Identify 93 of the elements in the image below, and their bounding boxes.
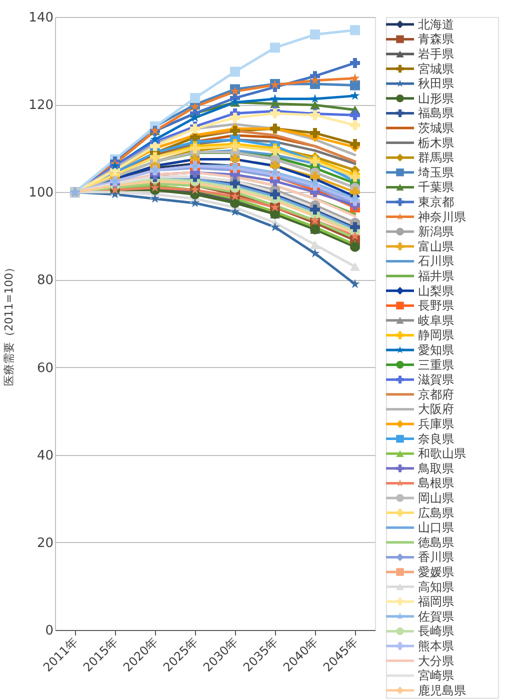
point [310, 75, 320, 85]
point [190, 124, 200, 134]
legend-label: 鹿児島県 [418, 683, 466, 698]
point [230, 112, 240, 123]
point [310, 128, 320, 138]
legend-label: 奈良県 [418, 432, 454, 446]
legend-label: 埼玉県 [417, 165, 454, 180]
legend-label: 広島県 [418, 506, 454, 520]
point [310, 240, 320, 250]
legend-label: 茨城県 [418, 121, 454, 135]
legend-label: 和歌山県 [418, 446, 466, 461]
legend-label: 愛知県 [418, 343, 454, 357]
legend-label: 山形県 [418, 91, 454, 106]
point [270, 167, 280, 176]
legend-label: 新潟県 [418, 224, 454, 239]
point [350, 120, 360, 130]
point [310, 30, 320, 40]
legend-label: 宮城県 [418, 62, 454, 76]
legend-label: 岡山県 [418, 491, 454, 505]
legend-label: 鳥取県 [417, 461, 454, 476]
legend-label: 佐賀県 [418, 609, 454, 624]
legend-label: 大分県 [418, 654, 454, 668]
point [350, 90, 360, 100]
point [350, 58, 360, 68]
legend-label: 島根県 [418, 476, 454, 490]
point [350, 25, 360, 36]
point [270, 42, 280, 53]
point [310, 248, 320, 258]
legend-label: 群馬県 [418, 150, 454, 165]
y-tick-label: 140 [28, 10, 54, 26]
point [270, 146, 280, 156]
legend-label: 三重県 [418, 358, 454, 372]
legend-label: 石川県 [418, 254, 454, 268]
point [150, 134, 160, 144]
legend-label: 熊本県 [418, 639, 454, 653]
legend-label: 神奈川県 [418, 210, 466, 224]
legend-label: 大阪府 [418, 402, 454, 416]
legend-label: 栃木県 [418, 136, 454, 150]
legend-label: 愛媛県 [418, 565, 454, 579]
point [150, 194, 160, 203]
point [350, 279, 360, 288]
y-axis-title: 医療需要（2011=100） [2, 262, 16, 386]
y-tick-label: 20 [36, 536, 54, 551]
legend-label: 秋田県 [418, 76, 454, 91]
point [270, 94, 280, 103]
legend-label: 東京都 [418, 195, 454, 209]
legend-label: 岩手県 [418, 47, 454, 61]
legend-label: 山梨県 [418, 284, 454, 298]
legend-label: 福井県 [418, 269, 454, 283]
point [310, 94, 320, 103]
point [190, 93, 200, 104]
legend-label: 福島県 [418, 106, 454, 120]
legend-label: 青森県 [418, 32, 454, 46]
y-tick-label: 100 [28, 186, 54, 201]
legend-label: 長崎県 [418, 624, 454, 638]
point [190, 112, 200, 122]
legend-label: 長野県 [418, 298, 454, 313]
legend-label: 高知県 [418, 580, 454, 594]
y-tick-label: 120 [28, 98, 54, 114]
y-tick-label: 40 [36, 448, 54, 464]
point [230, 198, 240, 208]
legend-label: 徳島県 [418, 535, 454, 550]
legend-label: 山口県 [418, 520, 454, 535]
point [230, 66, 240, 77]
point [310, 204, 320, 215]
legend-label: 福岡県 [418, 594, 454, 609]
legend-label: 岐阜県 [418, 313, 454, 328]
point [310, 100, 320, 110]
legend-label: 滋賀県 [418, 372, 454, 387]
point [310, 216, 320, 225]
legend-label: 兵庫県 [418, 417, 454, 431]
point [350, 73, 360, 82]
y-tick-label: 80 [36, 273, 54, 288]
point [350, 222, 360, 232]
point [350, 138, 360, 149]
point [230, 192, 240, 201]
legend-label: 千葉県 [418, 180, 454, 194]
point [350, 262, 360, 271]
legend-label: 北海道 [418, 17, 454, 32]
point [190, 198, 200, 208]
legend-label: 香川県 [418, 550, 454, 564]
y-tick-label: 60 [36, 360, 54, 376]
legend-label: 静岡県 [418, 328, 454, 342]
legend-label: 宮崎県 [418, 668, 454, 683]
point [350, 242, 360, 252]
point [230, 206, 240, 216]
point [350, 80, 360, 90]
point [350, 110, 360, 120]
point [350, 187, 360, 198]
y-tick-label: 0 [45, 624, 54, 638]
legend-label: 京都府 [418, 387, 454, 402]
legend-label: 富山県 [418, 239, 454, 254]
point [270, 222, 280, 232]
